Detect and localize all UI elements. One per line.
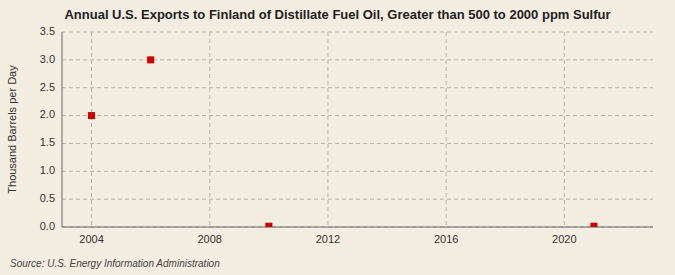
- chart-container: 0.0 0.5 1.0 1.5 2.0 2.5 3.0 3.5 2004 2008 2012 2016…: [0, 0, 675, 275]
- x-tick-label: 2008: [198, 233, 222, 245]
- y-tick-label: 3.5: [40, 25, 55, 37]
- x-tick-label: 2016: [434, 233, 458, 245]
- x-axis-line: [62, 227, 653, 228]
- source-note: Source: U.S. Energy Information Administ…: [10, 258, 220, 269]
- chart: 0.0 0.5 1.0 1.5 2.0 2.5 3.0 3.5 2004 2008 2012 2016…: [0, 0, 675, 275]
- y-grid-line: [62, 115, 653, 116]
- axes: 0.0 0.5 1.0 1.5 2.0 2.5 3.0 3.5 2004 2008 2012 2016…: [40, 25, 653, 245]
- y-grid-line: [62, 171, 653, 172]
- x-tick-label: 2012: [316, 233, 340, 245]
- y-axis-label: Thousand Barrels per Day: [6, 65, 18, 194]
- x-grid-line: [446, 32, 447, 227]
- y-tick-label: 2.0: [40, 108, 55, 120]
- x-grid-line: [209, 32, 210, 227]
- y-tick-label: 0.0: [40, 220, 55, 232]
- y-grid-line: [62, 199, 653, 200]
- x-grid-line: [91, 32, 92, 227]
- y-grid-line: [62, 143, 653, 144]
- point: [590, 223, 597, 227]
- grid: [62, 32, 653, 227]
- y-tick-label: 1.5: [40, 136, 55, 148]
- points: [88, 56, 597, 227]
- point: [147, 56, 154, 63]
- y-axis-line: [62, 32, 63, 227]
- x-grid-line: [564, 32, 565, 227]
- point: [88, 112, 95, 119]
- x-tick-label: 2020: [552, 233, 576, 245]
- y-tick-label: 1.0: [40, 164, 55, 176]
- y-tick-label: 0.5: [40, 192, 55, 204]
- x-tick-label: 2004: [79, 233, 103, 245]
- y-grid-line: [62, 227, 653, 228]
- point: [265, 223, 272, 227]
- y-tick-label: 2.5: [40, 81, 55, 93]
- y-tick-label: 3.0: [40, 53, 55, 65]
- background: [0, 0, 675, 275]
- x-grid-line: [327, 32, 328, 227]
- title: Annual U.S. Exports to Finland of Distil…: [64, 7, 610, 22]
